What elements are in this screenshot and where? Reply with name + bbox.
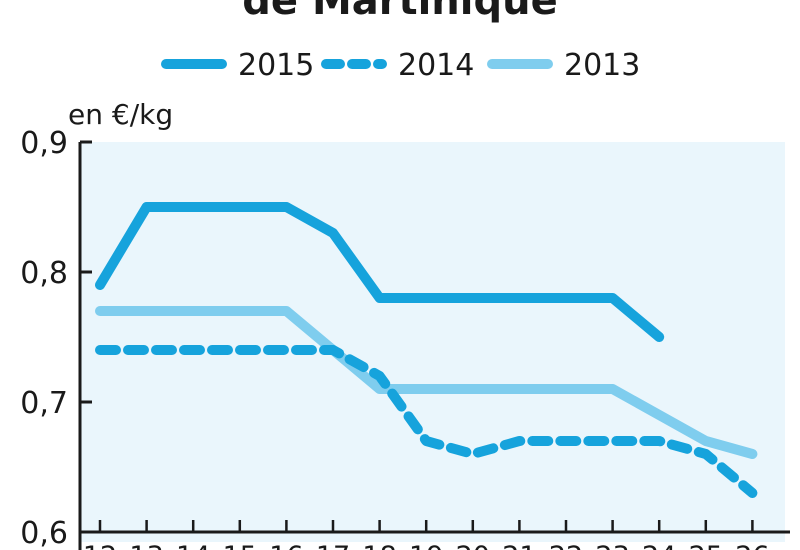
legend-swatch-2014 [321, 59, 387, 69]
legend-label-2014: 2014 [398, 48, 475, 83]
x-tick-label: 23 [595, 541, 629, 550]
y-tick-label: 0,9 [20, 126, 68, 161]
x-tick-label: 24 [642, 541, 676, 550]
y-tick-label: 0,7 [20, 386, 68, 421]
y-ticks: 0,9 0,8 0,7 0,6 [20, 126, 92, 550]
x-tick-label: 22 [549, 541, 583, 550]
x-tick-label: 21 [502, 541, 536, 550]
legend: 2015 2014 2013 [0, 44, 800, 88]
x-tick-label: 13 [129, 541, 163, 550]
y-tick-label: 0,6 [20, 516, 68, 550]
chart-title: de Martinique [242, 0, 558, 24]
x-tick-label: 12 [83, 541, 117, 550]
x-tick-label: 20 [456, 541, 490, 550]
x-tick-label: 17 [316, 541, 350, 550]
legend-swatch-2015 [161, 59, 227, 69]
series-layer [95, 202, 758, 498]
y-tick-label: 0,8 [20, 256, 68, 291]
legend-swatch-2013 [487, 59, 553, 69]
series-line-2013 [95, 306, 758, 459]
x-ticks: 12 13 14 15 16 17 18 19 20 21 22 23 24 25 26 [83, 520, 770, 550]
x-tick-label: 15 [223, 541, 257, 550]
legend-label-2013: 2013 [564, 48, 641, 83]
axes-layer [78, 142, 790, 550]
series-line-2014 [95, 345, 758, 498]
x-tick-label: 25 [689, 541, 723, 550]
x-tick-label: 26 [735, 541, 769, 550]
x-tick-label: 14 [176, 541, 210, 550]
x-tick-label: 16 [269, 541, 303, 550]
x-tick-label: 18 [362, 541, 396, 550]
series-line-2015 [95, 202, 665, 342]
x-tick-label: 19 [409, 541, 443, 550]
y-axis-unit-label: en €/kg [68, 98, 174, 131]
legend-label-2015: 2015 [238, 48, 315, 83]
